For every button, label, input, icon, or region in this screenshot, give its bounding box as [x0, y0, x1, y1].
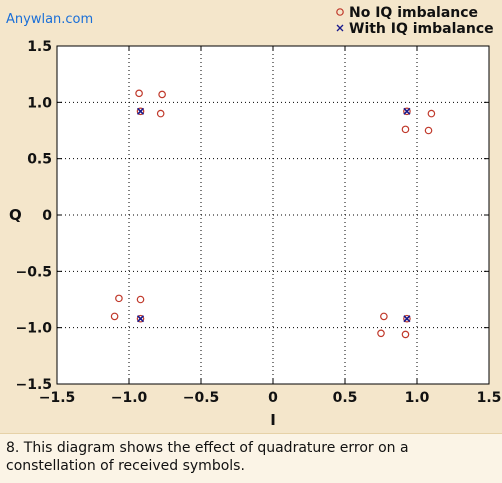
axis-ticks [56, 45, 490, 385]
point-no-iq-imbalance [401, 125, 410, 134]
point-with-iq-imbalance [136, 315, 145, 323]
y-tick-label: 0 [42, 208, 52, 224]
point-no-iq-imbalance [377, 329, 385, 338]
constellation-figure: −1.5 −1.0 −0.5 0 0.5 1.0 1.5 −1.5 −1.0 −0.5 0 0.5 1.… [6, 5, 502, 429]
legend: No IQ imbalance With IQ imbalance [336, 5, 494, 37]
point-no-iq-imbalance [110, 312, 119, 321]
point-no-iq-imbalance [115, 294, 123, 303]
legend-marker-no-iq-imbalance [336, 8, 344, 16]
y-tick-label: 0.5 [27, 152, 52, 168]
grid-lines [57, 46, 489, 384]
point-no-iq-imbalance [401, 330, 410, 339]
y-axis-label: Q [9, 206, 22, 224]
point-no-iq-imbalance [136, 295, 145, 304]
point-no-iq-imbalance [424, 126, 433, 135]
y-tick-label: −1.0 [15, 321, 52, 337]
x-tick-label: −0.5 [183, 390, 220, 406]
x-axis-label: I [270, 411, 276, 429]
watermark-text: Anywlan.com [6, 12, 93, 27]
point-no-iq-imbalance [427, 109, 436, 118]
data-points [110, 89, 436, 339]
point-no-iq-imbalance [135, 89, 143, 98]
y-tick-label: −1.5 [15, 377, 52, 393]
x-tick-label: −1.0 [111, 390, 148, 406]
point-with-iq-imbalance [403, 107, 411, 115]
x-tick-label: 1.0 [405, 390, 430, 406]
scatter-chart: −1.5 −1.0 −0.5 0 0.5 1.0 1.5 −1.5 −1.0 −0.5 0 0.5 1.… [6, 5, 501, 429]
x-tick-label: 0 [268, 390, 278, 406]
x-tick-label: 0.5 [333, 390, 358, 406]
legend-label-no-iq-imbalance: No IQ imbalance [349, 5, 478, 21]
tick-labels: −1.5 −1.0 −0.5 0 0.5 1.0 1.5 −1.5 −1.0 −0.5 0 0.5 1.… [15, 39, 501, 406]
figure-caption: 8. This diagram shows the effect of quad… [0, 433, 502, 483]
point-no-iq-imbalance [136, 107, 145, 116]
x-tick-label: −1.5 [39, 390, 76, 406]
y-tick-label: 1.0 [27, 95, 52, 111]
x-tick-label: 1.5 [477, 390, 502, 406]
point-no-iq-imbalance [380, 312, 388, 321]
point-no-iq-imbalance [403, 107, 411, 116]
legend-marker-with-iq-imbalance [336, 24, 344, 32]
y-tick-label: −0.5 [15, 264, 52, 280]
point-no-iq-imbalance [403, 314, 411, 323]
point-with-iq-imbalance [403, 315, 411, 323]
point-with-iq-imbalance [136, 107, 145, 115]
point-no-iq-imbalance [156, 109, 165, 118]
y-tick-label: 1.5 [27, 39, 52, 55]
point-no-iq-imbalance [158, 90, 166, 99]
point-no-iq-imbalance [136, 314, 145, 323]
legend-label-with-iq-imbalance: With IQ imbalance [349, 21, 494, 37]
